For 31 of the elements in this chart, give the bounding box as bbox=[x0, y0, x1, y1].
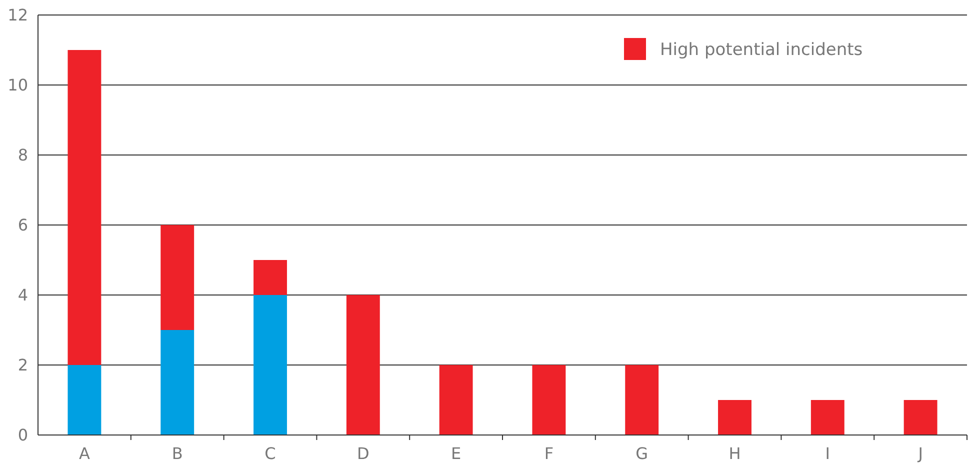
x-tick-label: I bbox=[825, 444, 830, 463]
bar bbox=[254, 260, 287, 295]
y-tick-label: 8 bbox=[18, 146, 28, 165]
y-tick-label: 4 bbox=[18, 286, 28, 305]
bar bbox=[532, 365, 566, 435]
bar bbox=[160, 225, 194, 330]
x-tick-label: B bbox=[172, 444, 183, 463]
y-tick-label: 6 bbox=[18, 216, 28, 235]
legend-label: High potential incidents bbox=[660, 40, 863, 60]
x-tick-label: H bbox=[728, 444, 741, 463]
bar bbox=[904, 400, 938, 435]
y-tick-label: 12 bbox=[8, 6, 28, 25]
y-tick-label: 0 bbox=[18, 426, 28, 445]
bar bbox=[68, 365, 102, 435]
x-tick-label: F bbox=[544, 444, 554, 463]
x-tick-label: G bbox=[636, 444, 648, 463]
y-tick-label: 2 bbox=[18, 356, 28, 375]
y-tick-label: 10 bbox=[8, 76, 28, 95]
x-tick-label: A bbox=[78, 444, 90, 463]
bar bbox=[718, 400, 752, 435]
bar bbox=[439, 365, 473, 435]
x-tick-label: C bbox=[264, 444, 276, 463]
bar bbox=[68, 50, 102, 365]
bar bbox=[254, 295, 287, 435]
bar bbox=[625, 365, 659, 435]
bar bbox=[160, 330, 194, 435]
x-tick-label: E bbox=[450, 444, 462, 463]
bar bbox=[810, 400, 844, 435]
x-tick-label: J bbox=[917, 444, 923, 463]
x-tick-label: D bbox=[356, 444, 370, 463]
bar bbox=[346, 295, 380, 435]
